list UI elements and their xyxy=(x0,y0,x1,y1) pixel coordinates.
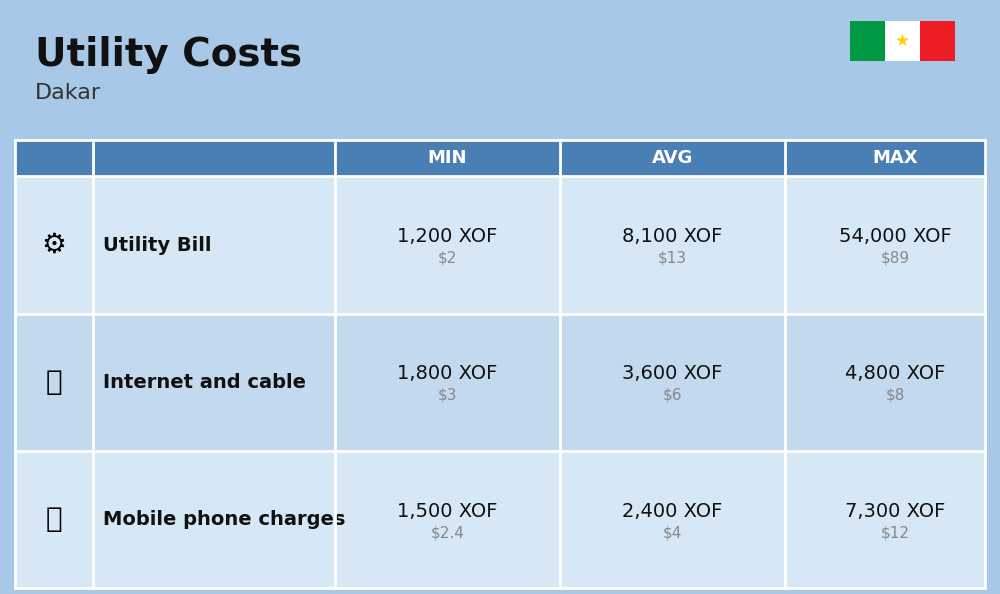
FancyBboxPatch shape xyxy=(15,314,985,451)
Text: MAX: MAX xyxy=(872,149,918,167)
Text: ★: ★ xyxy=(895,32,910,50)
Text: 3,600 XOF: 3,600 XOF xyxy=(622,365,723,383)
Text: $6: $6 xyxy=(663,388,682,403)
Text: Mobile phone charges: Mobile phone charges xyxy=(103,510,345,529)
Text: $3: $3 xyxy=(438,388,457,403)
FancyBboxPatch shape xyxy=(15,140,985,176)
Text: $2.4: $2.4 xyxy=(431,525,464,540)
Text: Internet and cable: Internet and cable xyxy=(103,373,306,391)
Text: ⚙️: ⚙️ xyxy=(42,231,66,259)
Text: 📱: 📱 xyxy=(46,505,62,533)
FancyBboxPatch shape xyxy=(15,176,985,314)
Text: Utility Bill: Utility Bill xyxy=(103,236,212,254)
Text: 4,800 XOF: 4,800 XOF xyxy=(845,365,945,383)
Text: 8,100 XOF: 8,100 XOF xyxy=(622,228,723,246)
Text: $2: $2 xyxy=(438,251,457,266)
FancyBboxPatch shape xyxy=(885,21,920,61)
Text: 1,800 XOF: 1,800 XOF xyxy=(397,365,498,383)
Text: 1,500 XOF: 1,500 XOF xyxy=(397,502,498,520)
Text: $12: $12 xyxy=(880,525,909,540)
Text: AVG: AVG xyxy=(652,149,693,167)
FancyBboxPatch shape xyxy=(850,21,885,61)
FancyBboxPatch shape xyxy=(15,451,985,588)
Text: MIN: MIN xyxy=(428,149,467,167)
Text: 54,000 XOF: 54,000 XOF xyxy=(839,228,951,246)
Text: Utility Costs: Utility Costs xyxy=(35,36,302,74)
Text: $89: $89 xyxy=(880,251,910,266)
Text: 1,200 XOF: 1,200 XOF xyxy=(397,228,498,246)
Text: Dakar: Dakar xyxy=(35,83,101,103)
Text: $8: $8 xyxy=(885,388,905,403)
Text: $13: $13 xyxy=(658,251,687,266)
Text: 2,400 XOF: 2,400 XOF xyxy=(622,502,723,520)
Text: 7,300 XOF: 7,300 XOF xyxy=(845,502,945,520)
Text: $4: $4 xyxy=(663,525,682,540)
Text: 📶: 📶 xyxy=(46,368,62,396)
FancyBboxPatch shape xyxy=(920,21,955,61)
